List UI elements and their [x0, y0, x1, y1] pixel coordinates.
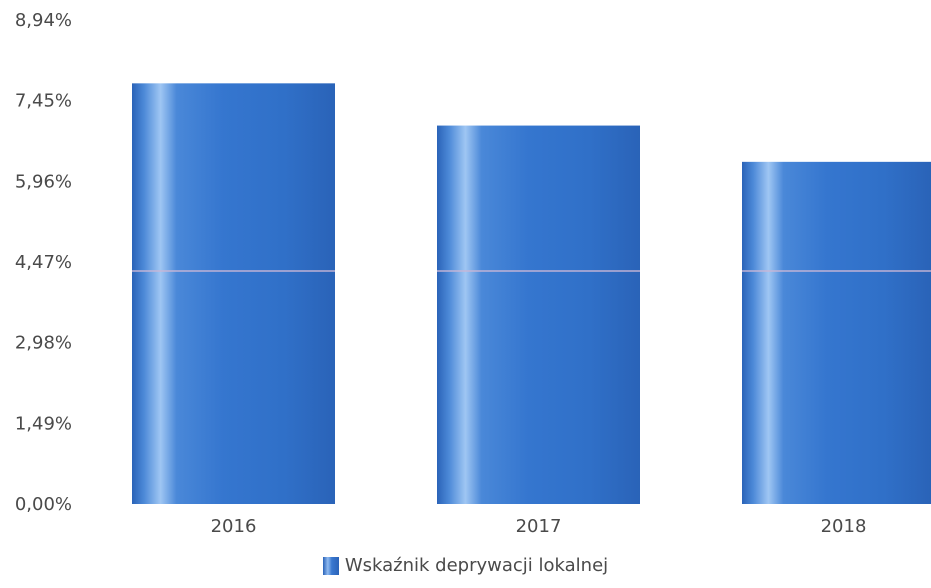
y-tick-label: 8,94%	[15, 10, 72, 31]
bar-band-2018	[742, 270, 931, 272]
y-tick-label: 0,00%	[15, 494, 72, 515]
y-axis: 0,00% 1,49% 2,98% 4,47% 5,96% 7,45% 8,94%	[15, 10, 72, 515]
bar-2018[interactable]	[742, 161, 931, 505]
legend-label: Wskaźnik deprywacji lokalnej	[344, 555, 609, 576]
x-tick-label-2016: 2016	[211, 516, 257, 537]
bar-2016[interactable]	[132, 83, 335, 504]
y-tick-label: 7,45%	[15, 91, 72, 112]
y-tick-label: 1,49%	[15, 413, 72, 434]
legend: Wskaźnik deprywacji lokalnej	[0, 555, 931, 576]
bar-2017[interactable]	[437, 125, 640, 505]
bar-band-2016	[132, 270, 335, 272]
bar-band-2017	[437, 270, 640, 272]
x-tick-label-2018: 2018	[821, 516, 867, 537]
legend-swatch	[322, 556, 339, 575]
x-tick-label-2017: 2017	[516, 516, 562, 537]
y-tick-label: 5,96%	[15, 171, 72, 192]
x-axis: 2016 2017 2018	[211, 516, 867, 537]
y-tick-label: 4,47%	[15, 252, 72, 273]
y-tick-label: 2,98%	[15, 333, 72, 354]
bars	[132, 83, 931, 505]
